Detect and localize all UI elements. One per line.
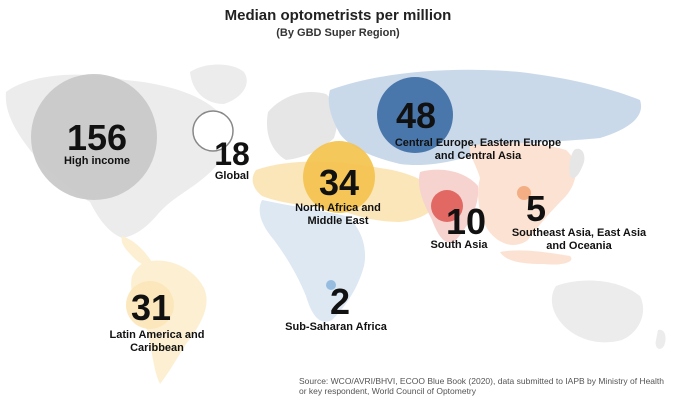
map-japan <box>569 148 585 179</box>
map-new-zealand <box>655 329 666 349</box>
value-label-7: 31 <box>131 287 171 328</box>
map-indonesia <box>500 250 572 265</box>
region-label-7: Latin America and Caribbean <box>110 329 205 354</box>
region-label-6: Southeast Asia, East Asia and Oceania <box>512 227 647 252</box>
chart-subtitle: (By GBD Super Region) <box>276 27 400 39</box>
chart-title: Median optometrists per million <box>224 7 452 24</box>
region-label-5: South Asia <box>430 239 488 251</box>
map-greenland <box>190 64 247 104</box>
map-sub-saharan-africa <box>259 200 366 322</box>
bubble-2 <box>192 110 234 152</box>
map-central-america <box>121 236 152 266</box>
bubble-5 <box>431 190 463 222</box>
value-label-5: 10 <box>446 201 486 242</box>
bubble-8 <box>326 280 336 290</box>
region-label-2: Global <box>215 170 249 182</box>
bubble-6 <box>517 186 531 200</box>
bubble-7 <box>126 281 174 329</box>
value-label-4: 34 <box>319 162 359 203</box>
value-label-1: 156 <box>67 117 127 158</box>
value-label-8: 2 <box>330 281 350 322</box>
map-western-europe <box>266 92 338 160</box>
bubble-4 <box>303 141 375 213</box>
region-label-8: Sub-Saharan Africa <box>285 321 388 333</box>
value-label-3: 48 <box>396 95 436 136</box>
value-label-6: 5 <box>526 188 546 229</box>
bubble-1 <box>31 74 157 200</box>
bubble-layer <box>31 74 531 329</box>
map-australia <box>551 280 644 343</box>
region-label-1: High income <box>64 155 130 167</box>
bubble-3 <box>377 77 453 153</box>
region-label-3: Central Europe, Eastern Europe and Centra… <box>395 137 561 162</box>
source-note: Source: WCO/AVRI/BHVI, ECOO Blue Book (2… <box>299 376 665 396</box>
value-label-2: 18 <box>214 136 250 172</box>
region-label-4: North Africa and Middle East <box>295 202 381 227</box>
